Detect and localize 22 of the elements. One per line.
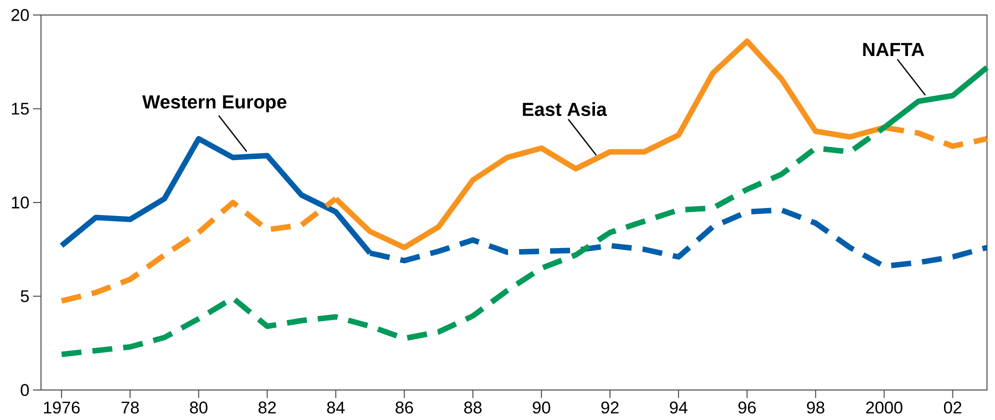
x-tick-label: 88 <box>464 402 482 414</box>
x-tick-label: 86 <box>396 402 413 414</box>
x-tick-label: 96 <box>738 402 756 414</box>
x-tick-label: 94 <box>670 402 688 414</box>
x-tick-label: 02 <box>944 402 962 414</box>
x-tick-label: 80 <box>190 402 208 414</box>
y-tick-label: 5 <box>20 290 29 302</box>
x-tick-label: 82 <box>258 402 276 414</box>
y-tick-label: 15 <box>12 102 29 115</box>
annotation: East Asia <box>522 102 607 116</box>
x-tick-label: 78 <box>122 402 139 414</box>
y-tick-label: 0 <box>20 384 29 396</box>
x-tick-label: 98 <box>807 402 824 414</box>
annotation: Western Europe <box>142 95 286 112</box>
x-tick-label: 90 <box>532 402 550 414</box>
x-tick-label: 1976 <box>44 402 80 414</box>
y-tick-label: 10 <box>12 196 29 208</box>
x-tick-label: 84 <box>327 402 345 414</box>
x-tick-label: 92 <box>601 402 619 414</box>
x-tick-label: 2000 <box>866 402 902 414</box>
y-tick-label: 20 <box>12 9 29 21</box>
annotation: NAFTA <box>863 43 924 56</box>
